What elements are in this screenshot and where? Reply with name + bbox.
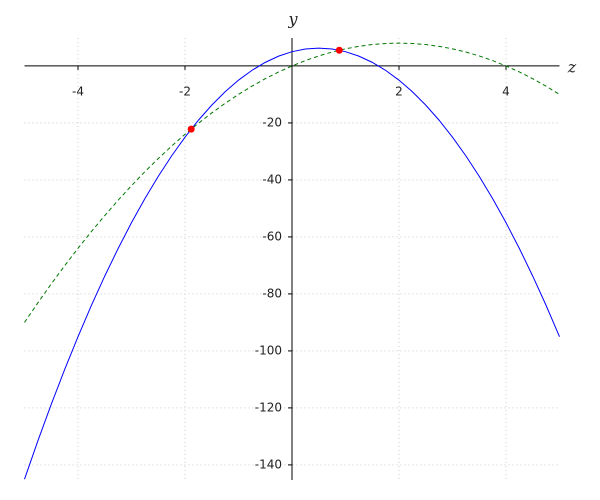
y-tick-label: -120	[255, 400, 282, 414]
x-tick-label: 2	[395, 84, 403, 98]
curve	[24, 47, 560, 480]
x-tick-label: -2	[179, 84, 191, 98]
y-tick-label: -40	[262, 172, 282, 186]
x-axis-label: z	[567, 58, 577, 77]
point	[187, 125, 195, 133]
y-tick-label: -60	[262, 229, 282, 243]
curve	[24, 42, 560, 323]
y-axis-label: y	[287, 10, 298, 29]
y-tick-label: -20	[262, 115, 282, 129]
point	[335, 46, 343, 54]
x-tick-label: 4	[502, 84, 510, 98]
y-tick-label: -80	[262, 286, 282, 300]
y-tick-label: -140	[255, 457, 282, 471]
y-tick-label: -100	[255, 343, 282, 357]
x-tick-label: -4	[72, 84, 84, 98]
